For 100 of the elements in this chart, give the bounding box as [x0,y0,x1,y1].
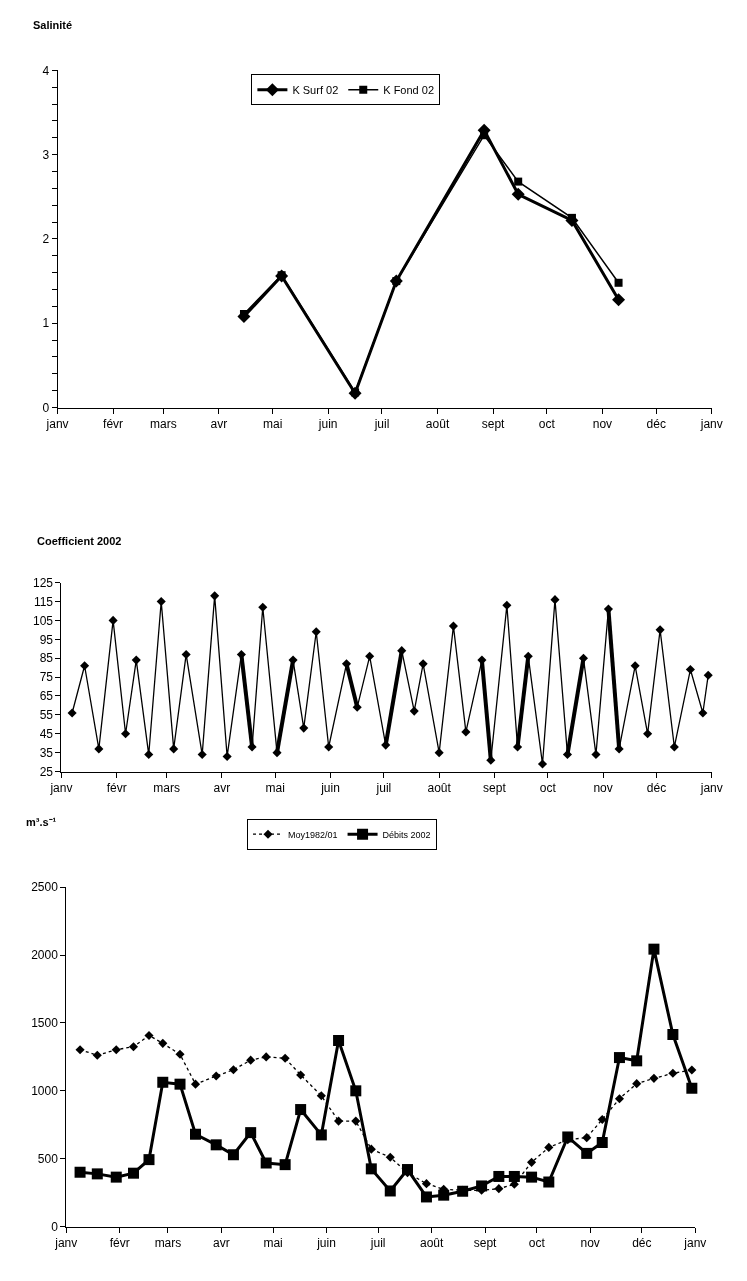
point [434,748,444,758]
point [526,1171,538,1183]
point [632,1079,642,1089]
point [668,1068,678,1078]
x-tick-label: janv [49,780,73,795]
y-tick-label: 1 [42,316,50,331]
point [261,1052,271,1062]
point [597,1114,607,1124]
point [537,759,548,769]
y-tick-label: 1000 [31,1084,59,1099]
y-tick-label: 65 [39,689,54,704]
legend-label: Moy1982/01 [288,829,338,840]
legend-label: Débits 2002 [382,829,431,840]
point [315,1129,327,1141]
point [299,723,309,733]
x-tick-label: nov [593,780,613,795]
point [494,1184,504,1194]
x-tick-label: août [427,780,452,795]
x-tick-label: avr [213,1235,230,1250]
x-tick-label: janv [45,416,69,431]
y-tick-label: 45 [39,726,54,741]
point [279,1159,291,1171]
point [698,708,708,718]
point [296,1070,306,1080]
x-tick-label: mars [149,416,177,431]
point [703,670,713,680]
point [280,1053,290,1063]
point [127,1167,139,1179]
point [480,131,489,140]
point [421,1179,432,1189]
point [190,1128,202,1140]
point [316,1091,326,1101]
point [591,750,601,760]
point [295,1104,307,1116]
y-tick-label: 4 [42,63,50,78]
x-tick-label: févr [106,780,127,795]
x-tick-label: sept [481,416,506,431]
point [687,1065,697,1075]
point [144,750,154,760]
point [228,1065,238,1075]
x-tick-label: déc [646,780,667,795]
point [550,595,560,605]
point [543,1176,555,1188]
point [420,1191,432,1203]
point [648,943,660,955]
point [128,1042,139,1052]
chart-title: Coefficient 2002 [37,535,122,547]
point [438,1189,450,1201]
y-tick-label: 2000 [31,948,59,963]
point [121,729,131,739]
y-tick-label: 3 [42,147,50,162]
y-tick-label: 25 [39,764,54,779]
point [461,727,471,737]
x-tick-label: juil [375,780,392,795]
y-tick-label: 125 [33,575,54,590]
point [448,621,458,631]
point [75,1045,85,1055]
point [686,1082,698,1094]
point [211,1071,221,1081]
x-tick-label: mars [154,1235,182,1250]
x-tick-label: janv [699,780,723,795]
point [402,1164,413,1176]
point [508,1170,520,1182]
x-tick-label: nov [592,416,613,431]
point [260,1157,272,1169]
point [493,1170,505,1182]
y-tick-label: 2 [42,232,50,247]
x-tick-label: mai [263,1235,283,1250]
x-tick-label: oct [538,416,556,431]
x-tick-label: mars [153,780,180,795]
point [156,596,166,607]
point [67,708,77,718]
point [527,1157,537,1167]
point [596,1137,608,1149]
x-tick-label: sept [473,1235,498,1250]
point [631,1055,643,1067]
point [649,1073,659,1083]
x-tick-label: oct [539,780,557,795]
point [222,751,232,761]
y-tick-label: 2500 [31,880,59,895]
x-tick-label: mai [265,780,285,795]
y-tick-label: 95 [39,632,54,647]
point [514,177,523,186]
point [94,744,104,754]
point [92,1050,102,1060]
point [311,627,321,637]
x-tick-label: juin [316,1235,336,1250]
point [544,1142,554,1152]
x-tick-label: sept [483,780,507,795]
point [511,187,525,201]
x-tick-label: déc [632,1235,652,1250]
point [227,1149,239,1161]
point [333,1034,345,1046]
point [384,1185,396,1197]
y-tick-label: 1500 [31,1016,59,1031]
legend-label: K Fond 02 [383,84,435,97]
point [643,729,653,739]
x-tick-label: juil [369,1235,386,1250]
point [667,1029,679,1041]
chart-title: Salinité [33,19,73,31]
